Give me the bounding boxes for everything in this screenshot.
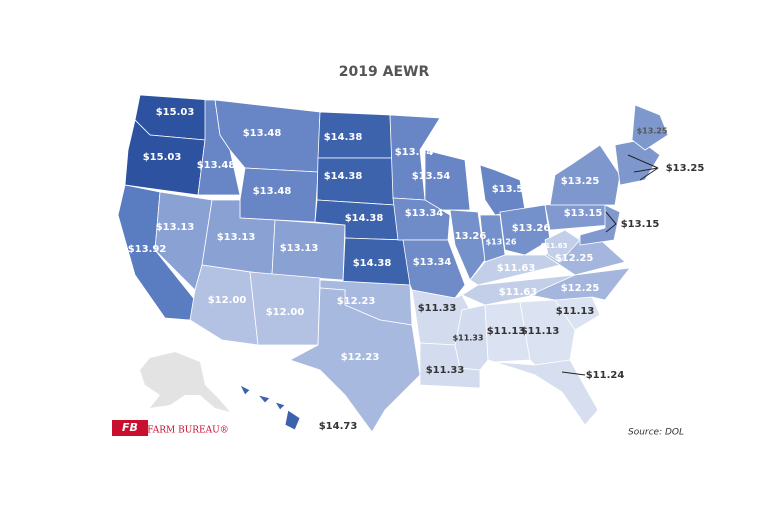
state-label: $11.33 xyxy=(418,303,457,314)
state xyxy=(392,197,451,241)
logo-mark xyxy=(112,420,148,436)
alaska xyxy=(140,352,230,412)
state-label: $13.15 xyxy=(621,219,660,230)
state xyxy=(484,301,531,363)
state-label: $13.13 xyxy=(217,232,256,243)
state xyxy=(288,287,421,433)
state xyxy=(579,204,621,246)
state-label: $14.38 xyxy=(324,132,363,143)
state-label: $13.25 xyxy=(666,163,705,174)
state-label: $13.48 xyxy=(243,128,282,139)
state-label: $12.25 xyxy=(561,283,600,294)
state-label: $12.25 xyxy=(555,253,594,264)
state-label: $13.26 xyxy=(448,231,487,242)
leader-line xyxy=(605,223,617,233)
state-label: $11.63 xyxy=(540,242,567,250)
state xyxy=(494,359,599,426)
state-label: $13.92 xyxy=(128,244,167,255)
state-label: $11.63 xyxy=(497,263,536,274)
state-label: $13.15 xyxy=(564,208,603,219)
state-label: $13.26 xyxy=(486,238,517,247)
state-label: $14.38 xyxy=(345,213,384,224)
state-label: $13.48 xyxy=(197,160,236,171)
state-label: $13.34 xyxy=(405,208,444,219)
state xyxy=(389,114,441,201)
state-label: $13.13 xyxy=(280,243,319,254)
state xyxy=(402,239,466,299)
leader-line xyxy=(639,167,659,181)
state-label: $13.48 xyxy=(253,186,292,197)
state-label: $13.54 xyxy=(395,147,434,158)
state-label: $15.03 xyxy=(143,152,182,163)
state-label: $11.13 xyxy=(487,326,526,337)
state xyxy=(449,209,486,281)
state xyxy=(549,144,621,206)
state-label: $11.33 xyxy=(426,365,465,376)
state-label: $11.33 xyxy=(453,334,484,343)
leader-line xyxy=(561,371,586,376)
leader-line xyxy=(633,167,659,173)
state xyxy=(631,104,669,151)
state xyxy=(614,139,661,186)
map-title: 2019 AEWR xyxy=(339,64,430,80)
state-label: $13.25 xyxy=(637,127,668,136)
state xyxy=(239,384,301,431)
state-label: $12.23 xyxy=(341,352,380,363)
state-label: $12.00 xyxy=(266,307,305,318)
state-label: $12.23 xyxy=(337,296,376,307)
state-label: $14.73 xyxy=(319,421,358,432)
state xyxy=(544,229,581,263)
logo-text: FARM BUREAU® xyxy=(147,426,228,436)
state-label: $12.00 xyxy=(208,295,247,306)
state-label: $11.13 xyxy=(556,306,595,317)
state-label: $13.54 xyxy=(492,184,531,195)
state-label: $11.13 xyxy=(521,326,560,337)
state-label: $15.03 xyxy=(156,107,195,118)
state xyxy=(499,204,551,256)
state-label: $11.63 xyxy=(499,287,538,298)
state-label: $13.13 xyxy=(156,222,195,233)
logo-mark-text: FB xyxy=(122,421,138,434)
state-label: $13.54 xyxy=(412,171,451,182)
leader-line xyxy=(627,154,659,169)
leader-line xyxy=(605,211,617,225)
state-label: $14.38 xyxy=(324,171,363,182)
source: Source: DOL xyxy=(628,428,684,438)
state-label: $13.34 xyxy=(413,257,452,268)
state-label: $13.25 xyxy=(561,176,600,187)
state-label: $13.26 xyxy=(512,223,551,234)
state-label: $14.38 xyxy=(353,258,392,269)
state-label: $11.24 xyxy=(586,370,625,381)
logo: FB FARM BUREAU® xyxy=(112,420,229,436)
